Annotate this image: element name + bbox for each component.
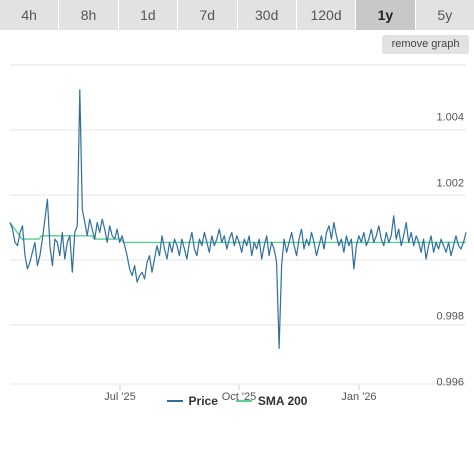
tab-1y[interactable]: 1y — [356, 0, 416, 30]
y-tick-label: 0.998 — [436, 310, 464, 322]
y-axis-ticks: 0.996 0.998 1.002 1.004 — [119, 111, 464, 390]
legend-label-price: Price — [188, 394, 218, 408]
legend-item-sma[interactable]: SMA 200 — [235, 394, 308, 408]
tab-30d[interactable]: 30d — [237, 0, 297, 30]
tab-8h[interactable]: 8h — [59, 0, 119, 30]
series-line-sma — [9, 222, 466, 244]
legend-swatch-sma — [235, 400, 252, 402]
series-lines — [9, 89, 467, 350]
tab-5y[interactable]: 5y — [415, 0, 474, 30]
tab-7d[interactable]: 7d — [178, 0, 238, 30]
series-line-price — [9, 89, 467, 350]
tab-1d[interactable]: 1d — [118, 0, 179, 30]
tab-4h[interactable]: 4h — [0, 0, 60, 30]
y-tick-label: 0.996 — [436, 377, 464, 389]
remove-graph-button[interactable]: remove graph — [382, 35, 469, 54]
grid-lines — [10, 64, 466, 385]
chart-legend: Price SMA 200 — [0, 393, 474, 409]
tab-120d[interactable]: 120d — [296, 0, 357, 30]
range-tabs: 4h 8h 1d 7d 30d 120d 1y 5y — [0, 0, 474, 30]
x-tick-label: Jul '25 — [104, 391, 135, 403]
y-tick-label: 1.004 — [436, 111, 464, 123]
legend-item-price[interactable]: Price — [166, 394, 218, 408]
x-tick-label: Jan '26 — [341, 391, 376, 403]
y-tick-label: 1.002 — [436, 178, 464, 190]
legend-swatch-price — [166, 400, 183, 402]
legend-label-sma: SMA 200 — [257, 394, 308, 408]
